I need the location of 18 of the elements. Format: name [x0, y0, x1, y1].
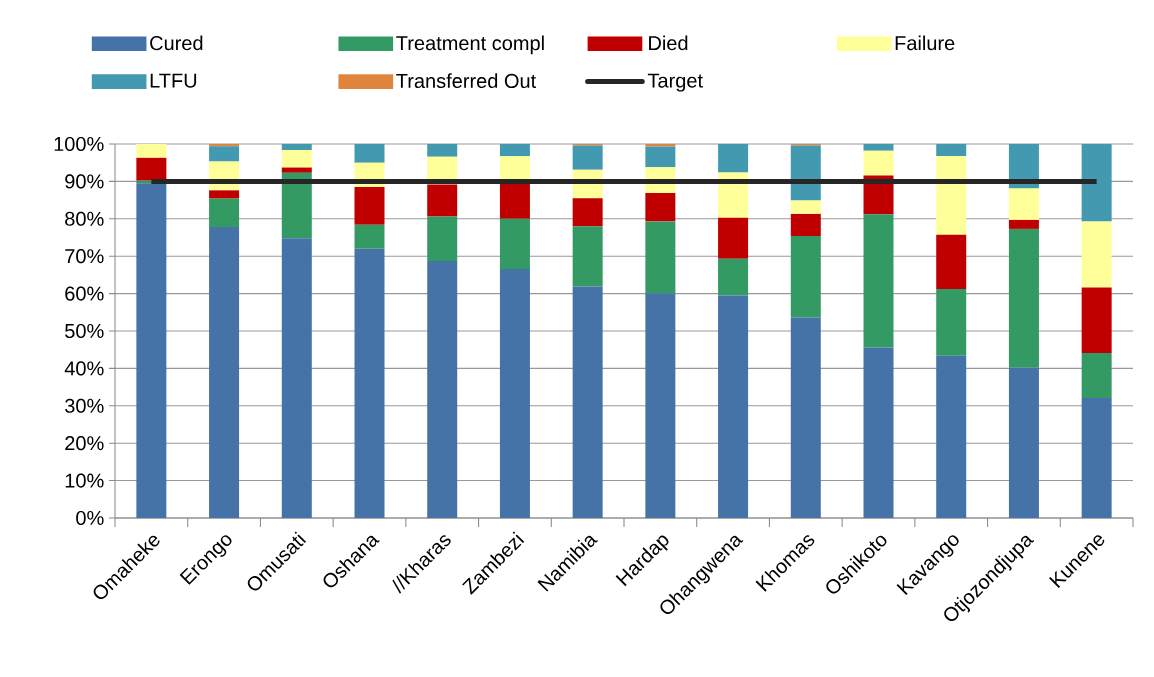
legend-label: Target [647, 73, 703, 92]
legend-label: Died [649, 35, 688, 51]
legend-label: Failure [895, 35, 955, 51]
legend-label: Cured [150, 35, 203, 51]
y-tick-label: 70% [65, 249, 104, 264]
y-tick-label: 20% [65, 436, 104, 451]
y-tick-label: 30% [65, 398, 104, 413]
legend-label: Transferred Out [396, 73, 537, 89]
y-tick-label: 60% [65, 286, 104, 301]
legend-label: LTFU [150, 73, 197, 88]
y-tick-label: 40% [64, 361, 104, 376]
y-tick-label: 100% [54, 136, 104, 152]
legend-label: Treatment compl [396, 35, 544, 55]
y-tick-label: 10% [65, 473, 104, 488]
y-tick-label: 80% [65, 211, 104, 226]
y-tick-label: 0% [76, 510, 104, 526]
y-tick-label: 90% [65, 174, 104, 189]
y-tick-label: 50% [65, 323, 104, 339]
